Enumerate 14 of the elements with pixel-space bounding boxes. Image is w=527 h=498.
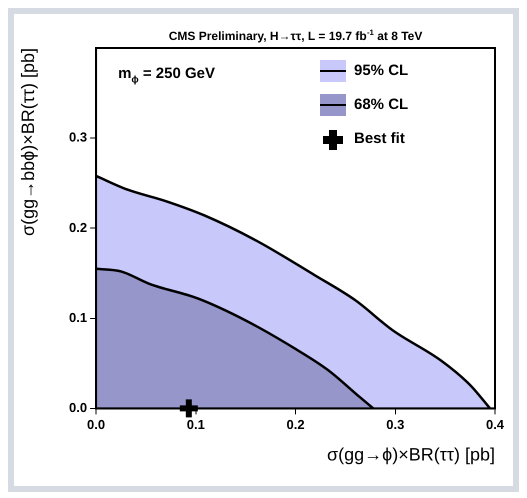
y-tick-label: 0.3 [68, 130, 88, 145]
x-tick-label: 0.4 [486, 416, 505, 432]
y-tick-label: 0.0 [68, 400, 88, 415]
y-tick-label: 0.1 [68, 310, 88, 325]
x-axis-title: σ(gg→ϕ)×BR(ττ) [pb] [327, 444, 495, 464]
legend-label: 68% CL [354, 96, 408, 114]
x-tick-label: 0.0 [87, 416, 106, 432]
legend-label: Best fit [354, 130, 405, 148]
x-tick-label: 0.1 [186, 416, 205, 432]
y-axis-title: σ(gg→bbϕ)×BR(ττ) [pb] [18, 48, 38, 236]
y-tick-label: 0.2 [68, 220, 88, 235]
legend-label: 95% CL [354, 62, 408, 80]
x-tick-label: 0.3 [386, 416, 404, 432]
x-tick-label: 0.2 [286, 416, 305, 432]
